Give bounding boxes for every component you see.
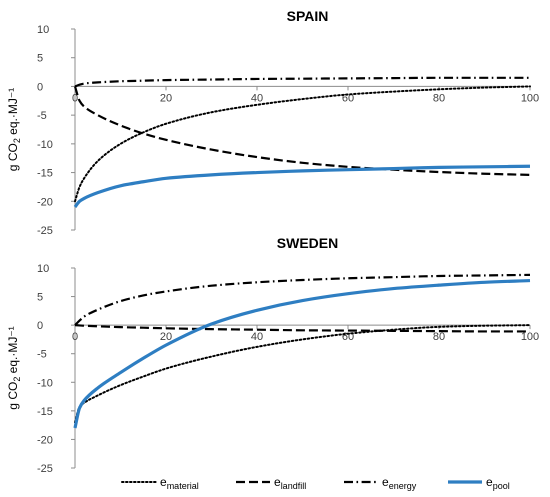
sweden-x-tick-label: 0 — [72, 331, 78, 343]
spain-y-tick-label: 10 — [37, 24, 49, 36]
spain-series-e-landfill — [73, 86, 531, 176]
sweden-series-e-landfill — [74, 324, 531, 333]
sweden-series-e-material — [74, 324, 531, 424]
spain-y-tick-label: -5 — [37, 110, 47, 122]
legend-label-energy: eenergy — [382, 475, 417, 491]
sweden-x-tick-label: 20 — [160, 331, 172, 343]
sweden-y-tick-label: 5 — [37, 292, 43, 304]
spain-y-tick-label: 0 — [37, 81, 43, 93]
sweden-x-tick-label: 100 — [521, 331, 539, 343]
legend-label-material: ematerial — [160, 475, 199, 491]
spain-x-tick-label: 80 — [433, 92, 445, 104]
sweden-title: SWEDEN — [277, 235, 338, 251]
spain-x-tick-label: 0 — [72, 92, 78, 104]
sweden-y-tick-label: -5 — [37, 349, 47, 361]
spain-series-e-pool — [73, 164, 531, 209]
sweden-y-tick-label: 10 — [37, 263, 49, 275]
sweden-x-tick-label: 40 — [251, 331, 263, 343]
spain-y-tick-label: -25 — [37, 225, 53, 237]
sweden-series-e-energy — [74, 273, 531, 326]
spain-series-e-energy — [74, 76, 530, 88]
spain-y-tick-label: -10 — [37, 139, 53, 151]
spain-y-tick-label: 5 — [37, 53, 43, 65]
spain-x-tick-label: 40 — [251, 92, 263, 104]
spain-y-tick-label: -20 — [37, 196, 53, 208]
sweden-y-axis-label: g CO2 eq.·MJ⁻¹ — [6, 326, 22, 409]
spain-x-tick-label: 100 — [521, 92, 539, 104]
spain-title: SPAIN — [287, 8, 329, 24]
spain-x-tick-label: 20 — [160, 92, 172, 104]
spain-series-e-material — [74, 85, 531, 203]
legend-label-landfill: elandfill — [274, 475, 306, 491]
sweden-y-tick-label: 0 — [37, 320, 43, 332]
legend: ematerial elandfill eenergy epool — [121, 475, 510, 491]
sweden-y-tick-label: -10 — [37, 377, 53, 389]
spain-y-axis-label: g CO2 eq.·MJ⁻¹ — [6, 88, 22, 171]
sweden-series-e-pool — [73, 278, 531, 429]
spain-y-tick-label: -15 — [37, 168, 53, 180]
sweden-y-tick-label: -15 — [37, 406, 53, 418]
spain-chart: SPAIN 10 5 0 -5 -10 -15 -20 -25 0 20 40 60 80 100 g CO2… — [6, 8, 539, 237]
spain-x-tick-label: 60 — [342, 92, 354, 104]
sweden-x-tick-label: 80 — [433, 331, 445, 343]
sweden-y-tick-label: -20 — [37, 434, 53, 446]
legend-label-pool: epool — [486, 475, 510, 491]
sweden-y-tick-label: -25 — [37, 463, 53, 475]
